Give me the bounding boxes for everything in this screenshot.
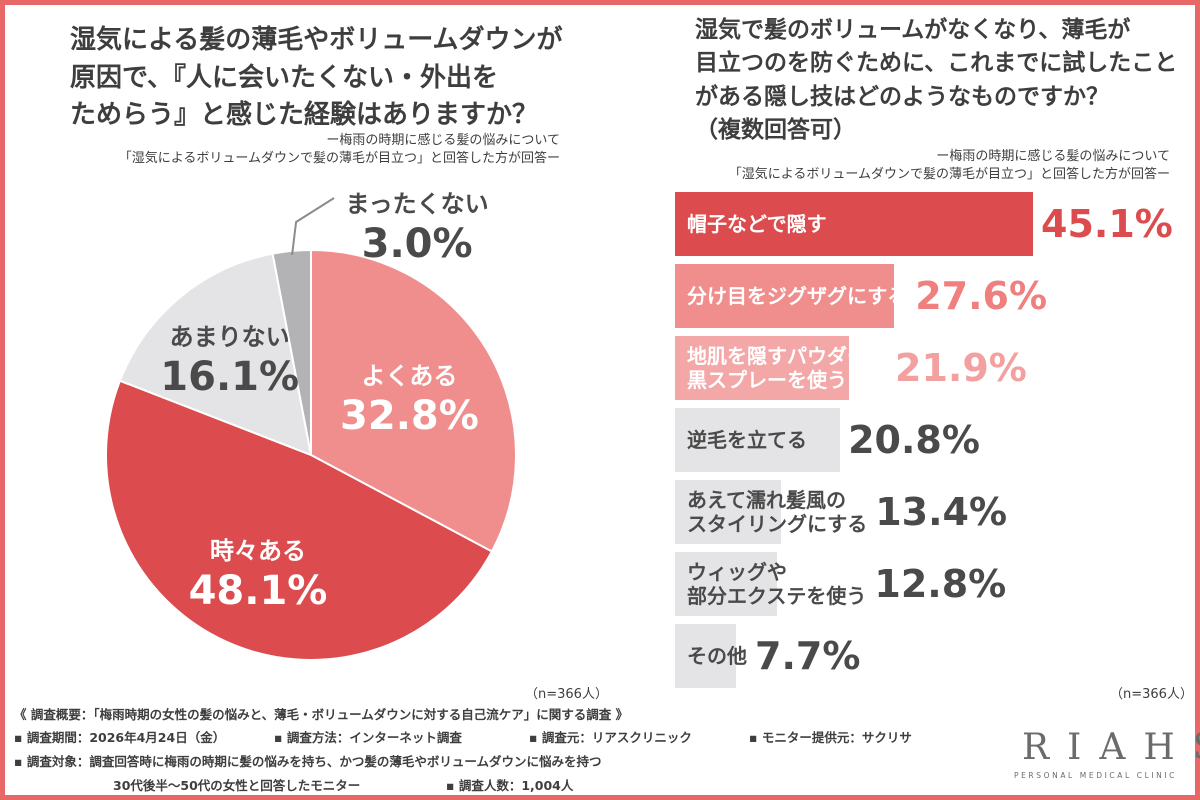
bar-category-line: 分け目をジグザグにする [687,284,908,308]
bar-category-label: その他 [687,624,747,688]
left-title-line: ためらう』と感じた経験はありますか？ [70,100,539,131]
left-question-title: 湿気による髪の薄毛やボリュームダウンが 原因で、『人に会いたくない・外出を ため… [70,22,630,135]
left-subtitle: ー梅雨の時期に感じる髪の悩みについて 「湿気によるボリュームダウンで髪の薄毛が目… [70,132,560,168]
right-subtitle: ー梅雨の時期に感じる髪の悩みについて 「湿気によるボリュームダウンで髪の薄毛が目… [680,148,1170,183]
bar-row: あえて濡れ髪風の スタイリングにする 13.4% [675,480,1175,544]
right-subtitle-line: 「湿気によるボリュームダウンで髪の薄毛が目立つ」と回答した方が回答ー [728,166,1170,182]
right-title-line: 目立つのを防ぐために、これまでに試したこと [695,50,1178,77]
bar-category-line: 逆毛を立てる [687,428,807,452]
right-subtitle-line: ー梅雨の時期に感じる髪の悩みについて [936,149,1170,164]
bar-category-label: あえて濡れ髪風の スタイリングにする [687,480,867,544]
survey-target: ▪ 調査対象：調査回答時に梅雨の時期に髪の悩みを持ち、かつ髪の薄毛やボリュームダ… [14,754,602,769]
left-title-line: 湿気による髪の薄毛やボリュームダウンが [70,25,563,55]
pie-value-label: 16.1% [160,354,300,401]
pie-label: 時々ある 48.1% [178,531,338,614]
bar-category-label: ウィッグや 部分エクステを使う [687,552,866,616]
bar-value-label: 45.1% [1041,202,1173,246]
right-sample-size: （n=366人） [1110,687,1193,702]
bar [675,480,782,544]
right-question-title: 湿気で髪のボリュームがなくなり、薄毛が 目立つのを防ぐために、これまでに試したこ… [695,14,1195,147]
survey-count: ▪ 調査人数：1,004人 [446,778,574,793]
survey-monitor: ▪ モニター提供元：サクリサ [749,730,912,745]
bar-value-label: 21.9% [895,346,1027,390]
bar-category-line: ウィッグや [687,560,787,584]
pie-value-label: 3.0% [361,221,473,267]
survey-source: ▪ 調査元：リアスクリニック [529,730,692,745]
bar-category-line: その他 [687,644,747,668]
pie-slice [310,248,517,553]
bar [675,552,777,616]
bar-category-line: 黒スプレーを使う [687,368,847,392]
bar-category-line: 帽子などで隠す [687,212,827,236]
bar-category-line: あえて濡れ髪風の [687,488,846,512]
bar-category-line: 部分エクステを使う [687,584,867,608]
bar-value-label: 13.4% [875,490,1008,534]
logo-mark: RIAHS [1022,727,1200,768]
bar-row: その他 7.7% [675,624,1175,688]
bar-category-label: 地肌を隠すパウダーや 黒スプレーを使う [687,336,887,400]
bar-value-label: 12.8% [874,562,1007,606]
bar-category-label: 帽子などで隠す [687,192,827,256]
pie-value-label: 32.8% [340,392,479,439]
pie-value-label: 48.1% [188,567,328,614]
bar [675,624,737,688]
bar-row: 逆毛を立てる 20.8% [675,408,1175,472]
logo-tagline: PERSONAL MEDICAL CLINIC [1013,771,1178,780]
left-sample-size: （n=366人） [525,687,608,702]
pie-label: あまりない 16.1% [150,317,310,400]
pie-leader-line [291,197,335,256]
pie-category-label: 時々ある [209,536,306,565]
bar-category-label: 分け目をジグザグにする [687,264,907,328]
pie-category-label: あまりない [169,323,290,352]
survey-period: ▪ 調査期間：2026年4月24日（金） [14,730,226,745]
left-title-line: 原因で、『人に会いたくない・外出を [70,62,498,93]
bar [675,336,849,400]
overview-title: 《 調査概要：「梅雨時期の女性の髪の悩みと、薄毛・ボリュームダウンに対する自己流… [14,707,629,722]
right-title-line: がある隠し技はどのようなものですか？ [695,83,1109,110]
survey-method: ▪ 調査方法：インターネット調査 [274,730,462,745]
right-title-line: 湿気で髪のボリュームがなくなり、薄毛が [695,17,1131,43]
bar [675,192,1033,256]
bar-category-label: 逆毛を立てる [687,408,807,472]
pie-category-label: まったくない [345,190,489,218]
bar-value-label: 20.8% [848,418,980,462]
bar-row: 地肌を隠すパウダーや 黒スプレーを使う 21.9% [675,336,1175,400]
pie-category-label: よくある [361,361,458,390]
pie-label: よくある 32.8% [329,356,489,439]
survey-target-continued: 30代後半〜50代の女性と回答したモニター [113,778,361,793]
bar-row: 帽子などで隠す 45.1% [675,192,1175,256]
bar [675,264,895,328]
bar [675,408,841,472]
bar-row: ウィッグや 部分エクステを使う 12.8% [675,552,1175,616]
pie-slice [118,252,313,457]
bar-category-line: 地肌を隠すパウダーや [687,344,887,368]
pie-slice [105,379,494,661]
pie-label: まったくない 3.0% [332,184,502,267]
left-subtitle-line: 「湿気によるボリュームダウンで髪の薄毛が目立つ」と回答した方が回答ー [118,151,560,167]
left-subtitle-line: ー梅雨の時期に感じる髪の悩みについて [326,133,560,148]
right-title-line: （複数回答可） [695,117,856,144]
bar-category-line: スタイリングにする [687,512,868,536]
bar-value-label: 27.6% [915,274,1048,318]
riahs-logo: RIAHS PERSONAL MEDICAL CLINIC [1008,727,1200,781]
bar-value-label: 7.7% [755,634,861,678]
bar-row: 分け目をジグザグにする 27.6% [675,264,1175,328]
